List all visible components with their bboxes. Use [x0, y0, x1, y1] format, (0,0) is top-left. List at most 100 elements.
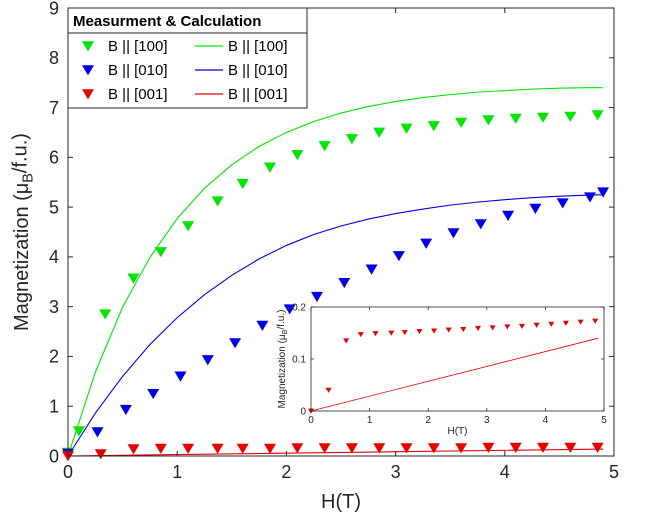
plot-area-background [311, 307, 604, 411]
data-point-s2-16 [509, 442, 522, 453]
data-point-s2-19 [591, 442, 604, 453]
data-point-s0-16 [482, 115, 495, 126]
data-point-s1-8 [283, 304, 296, 315]
data-point-s0-13 [504, 324, 511, 330]
data-point-s2-13 [427, 443, 440, 454]
data-point-s2-4 [182, 443, 195, 454]
x-tick-label-5: 5 [609, 462, 619, 482]
data-point-s1-13 [420, 238, 433, 249]
data-point-s0-13 [400, 123, 413, 134]
data-point-s2-2 [127, 444, 140, 455]
data-point-s1-9 [310, 291, 323, 303]
data-point-s1-5 [201, 355, 214, 366]
data-point-s1-1 [91, 427, 104, 438]
y-tick-label-0: 0 [49, 446, 59, 466]
data-point-s2-11 [373, 443, 386, 454]
data-point-s0-18 [577, 319, 584, 325]
data-point-s2-14 [455, 443, 468, 454]
data-point-s0-1 [72, 426, 85, 437]
data-point-s0-16 [548, 321, 555, 327]
data-point-s0-15 [533, 322, 540, 328]
calc-line-5 [67, 448, 604, 457]
data-point-s0-8 [264, 162, 277, 173]
legend-marker-2 [82, 89, 94, 100]
data-point-s2-15 [482, 442, 495, 453]
data-point-s2-9 [318, 443, 331, 454]
data-point-s0-6 [401, 330, 408, 336]
x-tick-label-3: 3 [391, 462, 401, 482]
data-point-s2-17 [537, 442, 550, 453]
data-point-s0-17 [509, 113, 522, 124]
data-point-s0-11 [345, 134, 358, 145]
data-point-s1-4 [174, 371, 187, 382]
data-point-s0-17 [562, 320, 569, 326]
data-point-s2-12 [400, 443, 413, 454]
data-point-s0-18 [537, 112, 550, 123]
legend-box [67, 7, 308, 109]
data-point-s0-15 [455, 117, 468, 128]
data-point-s0-20 [591, 110, 604, 121]
legend-marker-label-0: B || [100] [108, 38, 168, 55]
x-tick-label-0: 0 [63, 462, 73, 482]
data-point-s1-18 [556, 198, 569, 209]
data-point-s0-2 [343, 338, 350, 344]
y-tick-label-1: 0.1 [292, 355, 306, 366]
data-point-s0-5 [182, 221, 195, 232]
data-point-s0-7 [416, 329, 423, 335]
data-point-s0-9 [445, 327, 452, 333]
data-point-s0-9 [291, 150, 304, 161]
y-tick-label-6: 6 [49, 148, 59, 168]
data-point-s0-19 [592, 318, 599, 324]
x-tick-label-3: 3 [484, 415, 490, 426]
data-point-s1-10 [338, 277, 351, 289]
legend-marker-label-2: B || [001] [108, 86, 168, 103]
data-point-s0-11 [475, 325, 482, 332]
data-point-s1-14 [447, 228, 460, 239]
data-point-s0-7 [236, 178, 249, 190]
y-axis-label: Magnetization (μB/f.u.) [9, 133, 36, 331]
calc-line-1 [310, 337, 599, 412]
data-point-s0-2 [99, 309, 112, 320]
data-point-s2-5 [211, 443, 224, 454]
calc-line-3 [67, 87, 604, 457]
data-point-s0-10 [460, 326, 467, 333]
x-axis-label: H(T) [448, 426, 468, 437]
y-tick-label-5: 5 [49, 197, 59, 217]
legend: Measurment & Calculation B || [100] B || [… [67, 7, 308, 109]
y-tick-label-1: 1 [49, 397, 59, 417]
data-point-s1-16 [502, 210, 515, 221]
data-point-s2-10 [345, 443, 358, 454]
y-tick-label-8: 8 [49, 48, 59, 68]
legend-line-label-0: B || [100] [228, 38, 288, 55]
y-tick-label-4: 4 [49, 247, 59, 267]
x-tick-label-5: 5 [601, 415, 607, 426]
data-point-s2-8 [291, 443, 304, 454]
x-tick-label-1: 1 [172, 462, 182, 482]
y-tick-label-2: 2 [49, 347, 59, 367]
legend-marker-label-1: B || [010] [108, 62, 168, 79]
y-tick-label-2: 0.2 [292, 303, 306, 314]
x-tick-label-4: 4 [543, 415, 549, 426]
main-plot: 0 1 2 3 4 5 0 1 2 3 4 5 6 7 8 9 H(T) Magnetization (μB/f.… [9, 0, 619, 513]
y-tick-label-0: 0 [300, 407, 306, 418]
data-point-s1-7 [256, 320, 269, 331]
data-point-s0-6 [211, 196, 224, 207]
legend-marker-1 [82, 65, 94, 76]
data-point-s0-12 [489, 325, 496, 331]
data-point-s0-3 [127, 273, 140, 284]
legend-line-label-1: B || [010] [228, 62, 288, 79]
data-point-s1-17 [529, 203, 542, 215]
x-tick-label-4: 4 [500, 462, 510, 482]
data-point-s1-15 [474, 219, 487, 230]
inset-plot: 0 1 2 3 4 5 0 0.1 0.2 H(T) Magnetization (μB/f.u.) [276, 303, 607, 438]
data-point-s0-4 [154, 247, 167, 258]
x-axis-label: H(T) [321, 491, 361, 513]
legend-title: Measurment & Calculation [73, 13, 261, 30]
data-point-s0-3 [357, 332, 364, 338]
data-point-s0-19 [564, 111, 577, 122]
data-point-s0-12 [373, 127, 386, 138]
data-point-s1-11 [365, 264, 378, 275]
data-point-s0-5 [388, 330, 395, 336]
data-point-s1-19 [583, 192, 596, 203]
